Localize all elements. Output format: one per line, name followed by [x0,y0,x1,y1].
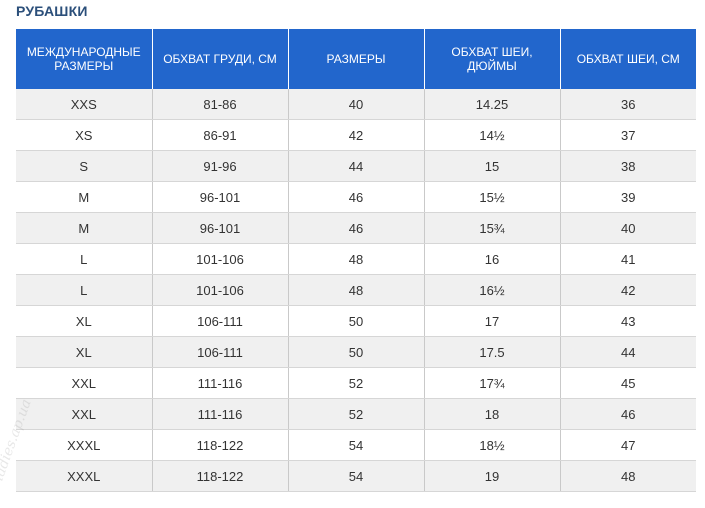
cell-chest-cm: 101-106 [151,243,288,275]
cell-international-size: XXXL [16,460,152,492]
cell-size: 48 [287,243,424,275]
cell-size: 42 [287,119,424,151]
table-row: XL 106-111 50 17 43 [16,305,696,337]
cell-size: 48 [287,274,424,306]
cell-neck-inches: 18 [423,398,560,430]
cell-chest-cm: 101-106 [151,274,288,306]
cell-neck-inches: 15¾ [423,212,560,244]
header-neck-inches: ОБХВАТ ШЕИ, ДЮЙМЫ [423,29,560,89]
header-chest-cm: ОБХВАТ ГРУДИ, СМ [151,29,288,89]
cell-neck-inches: 17 [423,305,560,337]
table-row: XXXL 118-122 54 18½ 47 [16,429,696,461]
cell-chest-cm: 111-116 [151,398,288,430]
table-row: XS 86-91 42 14½ 37 [16,119,696,151]
cell-international-size: XS [16,119,152,151]
cell-size: 46 [287,181,424,213]
cell-size: 40 [287,89,424,120]
cell-neck-inches: 17.5 [423,336,560,368]
cell-neck-cm: 48 [559,460,696,492]
cell-international-size: M [16,181,152,213]
table-row: XL 106-111 50 17.5 44 [16,336,696,368]
cell-neck-inches: 16 [423,243,560,275]
cell-neck-inches: 19 [423,460,560,492]
cell-neck-inches: 15½ [423,181,560,213]
cell-international-size: S [16,150,152,182]
table-row: L 101-106 48 16 41 [16,243,696,275]
cell-size: 46 [287,212,424,244]
page-title: РУБАШКИ [16,3,88,19]
header-sizes: РАЗМЕРЫ [287,29,424,89]
cell-neck-cm: 36 [559,89,696,120]
cell-neck-cm: 37 [559,119,696,151]
cell-neck-inches: 18½ [423,429,560,461]
cell-size: 52 [287,398,424,430]
size-chart-table: МЕЖДУНАРОДНЫЕ РАЗМЕРЫ ОБХВАТ ГРУДИ, СМ Р… [16,29,696,492]
cell-neck-cm: 40 [559,212,696,244]
cell-neck-cm: 41 [559,243,696,275]
cell-neck-cm: 47 [559,429,696,461]
header-neck-cm: ОБХВАТ ШЕИ, СМ [559,29,696,89]
cell-chest-cm: 91-96 [151,150,288,182]
cell-chest-cm: 111-116 [151,367,288,399]
cell-chest-cm: 106-111 [151,336,288,368]
cell-international-size: XXL [16,367,152,399]
cell-neck-cm: 38 [559,150,696,182]
cell-neck-cm: 43 [559,305,696,337]
cell-neck-inches: 16½ [423,274,560,306]
cell-size: 50 [287,336,424,368]
cell-size: 54 [287,429,424,461]
table-row: XXXL 118-122 54 19 48 [16,460,696,492]
cell-size: 44 [287,150,424,182]
cell-international-size: L [16,274,152,306]
cell-international-size: M [16,212,152,244]
table-row: S 91-96 44 15 38 [16,150,696,182]
cell-neck-cm: 46 [559,398,696,430]
cell-size: 50 [287,305,424,337]
cell-chest-cm: 118-122 [151,460,288,492]
cell-neck-cm: 45 [559,367,696,399]
cell-neck-inches: 15 [423,150,560,182]
table-row: XXS 81-86 40 14.25 36 [16,89,696,120]
table-row: M 96-101 46 15¾ 40 [16,212,696,244]
cell-neck-inches: 17¾ [423,367,560,399]
table-body: XXS 81-86 40 14.25 36 XS 86-91 42 14½ 37 S 91-96 44 1… [16,89,696,492]
cell-neck-cm: 42 [559,274,696,306]
table-row: L 101-106 48 16½ 42 [16,274,696,306]
cell-international-size: XXS [16,89,152,120]
table-row: XXL 111-116 52 18 46 [16,398,696,430]
cell-chest-cm: 118-122 [151,429,288,461]
cell-neck-cm: 39 [559,181,696,213]
cell-size: 54 [287,460,424,492]
cell-chest-cm: 86-91 [151,119,288,151]
cell-chest-cm: 96-101 [151,181,288,213]
cell-size: 52 [287,367,424,399]
header-international-sizes: МЕЖДУНАРОДНЫЕ РАЗМЕРЫ [16,29,152,89]
cell-international-size: XL [16,336,152,368]
cell-chest-cm: 96-101 [151,212,288,244]
cell-international-size: XXL [16,398,152,430]
cell-neck-inches: 14.25 [423,89,560,120]
table-header-row: МЕЖДУНАРОДНЫЕ РАЗМЕРЫ ОБХВАТ ГРУДИ, СМ Р… [16,29,696,89]
cell-international-size: L [16,243,152,275]
table-row: XXL 111-116 52 17¾ 45 [16,367,696,399]
cell-international-size: XXXL [16,429,152,461]
table-row: M 96-101 46 15½ 39 [16,181,696,213]
cell-chest-cm: 81-86 [151,89,288,120]
cell-neck-cm: 44 [559,336,696,368]
cell-chest-cm: 106-111 [151,305,288,337]
cell-international-size: XL [16,305,152,337]
cell-neck-inches: 14½ [423,119,560,151]
